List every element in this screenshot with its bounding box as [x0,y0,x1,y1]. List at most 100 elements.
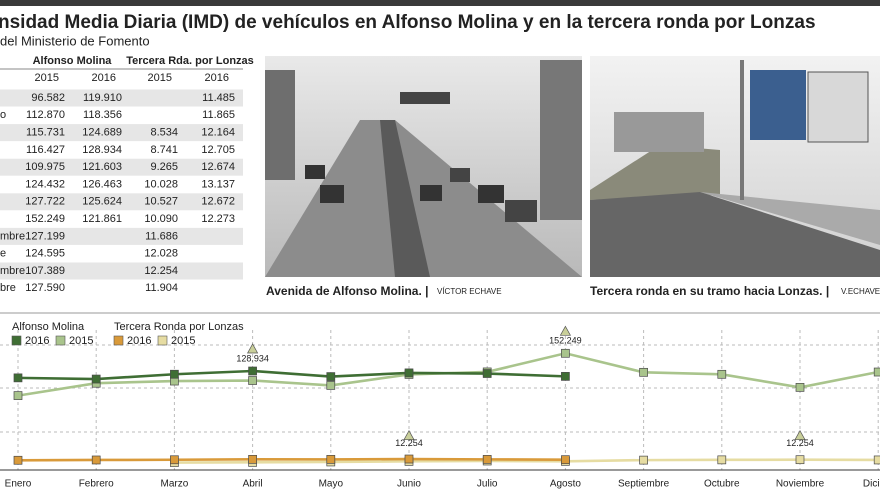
table-cell: 128.934 [82,144,122,156]
annotation-marker [247,343,259,354]
data-point [717,455,727,465]
legend-label: 2015 [69,335,93,347]
data-point [561,348,570,358]
data-table: Alfonso Molina Tercera Rda. por Lonzas 201… [0,55,254,294]
data-point [170,455,179,465]
data-point [170,369,179,379]
top-rule [0,0,880,6]
data-point [91,374,101,384]
series-line [174,458,879,464]
legend-label: 2015 [171,335,195,347]
table-cell: 125.624 [82,196,122,208]
data-point [248,454,257,464]
table-cell: 127.590 [25,282,65,294]
table-cell: 119.910 [83,92,122,104]
table-group-header: Alfonso Molina [33,55,113,67]
data-point [795,383,805,392]
data-point [873,367,880,377]
data-point [717,369,727,379]
table-cell: 124.432 [25,178,65,190]
legend-swatch [113,335,124,346]
data-point [404,368,414,378]
table-cell: 12.028 [144,248,178,260]
subtitle: del Ministerio de Fomento [0,33,150,48]
photo-caption: Tercera ronda en su tramo hacia Lonzas. … [590,284,829,298]
data-point [873,455,880,465]
table-cell: 12.672 [201,196,235,208]
x-tick-label: Enero [5,479,32,490]
data-point [13,391,23,400]
data-point [795,455,805,465]
annotation-marker [794,429,806,441]
x-tick-label: Abril [243,479,263,490]
table-cell: 8.534 [150,127,178,139]
data-point [326,372,336,381]
annotation-label: 12.254 [786,438,814,448]
table-cell: 127.199 [25,230,65,242]
data-point [13,455,23,465]
table-year: 2015 [35,72,59,84]
table-cell: 9.265 [150,161,178,173]
table-row-label: bre [0,282,16,294]
title: nsidad Media Diaria (IMD) de vehículos e… [0,12,816,33]
table-cell: 11.686 [145,230,178,242]
legend-label: 2016 [25,335,49,347]
table-cell: 10.028 [144,178,178,190]
table-cell: 11.485 [202,92,235,104]
photo-1 [265,56,582,277]
legend-label: 2016 [127,335,151,347]
annotation-label: 128.934 [236,353,269,363]
x-tick-label: Noviembre [776,479,825,490]
x-tick-label: Junio [397,479,421,490]
table-cell: 96.582 [31,92,65,104]
data-point [13,373,23,383]
series-line [17,457,566,462]
data-point [561,372,570,381]
data-point [482,369,492,378]
table-cell: 12.705 [201,144,235,156]
table-row-label: o [0,109,6,121]
photo-credit: V.ECHAVE [841,287,880,296]
data-point [326,381,336,390]
table-cell: 109.975 [25,161,65,173]
table-cell: 13.137 [201,178,235,190]
x-tick-label: Febrero [79,479,114,490]
legend-group: Alfonso Molina [12,321,85,333]
data-point [248,366,257,376]
table-cell: 127.722 [25,196,65,208]
table-cell: 116.427 [26,144,65,156]
line-chart: Enero Febrero Marzo Abril Mayo Junio Julio Agos… [0,312,880,490]
table-cell: 152.249 [25,213,65,225]
legend-swatch [55,335,66,346]
annotation-label: 12.254 [395,438,423,448]
legend-group: Tercera Ronda por Lonzas [114,321,244,333]
photo-caption: Avenida de Alfonso Molina. | [266,284,428,298]
legend-swatch [11,335,22,346]
annotation-marker [559,325,571,336]
table-cell: 8.741 [150,144,178,156]
photo-credit: VÍCTOR ECHAVE [437,287,502,296]
table-row-band [0,124,243,142]
table-cell: 121.861 [82,213,122,225]
table-row-band [0,262,243,280]
table-cell: 10.527 [144,196,178,208]
table-row-band [0,158,243,176]
table-row-band [0,227,243,245]
x-tick-label: Octubre [704,479,740,490]
photo-2 [590,56,880,277]
table-row-label: mbre [0,230,25,242]
data-point [404,454,414,464]
table-cell: 121.603 [82,161,122,173]
data-point [482,455,492,464]
table-cell: 12.273 [201,213,235,225]
x-tick-label: Agosto [550,479,582,490]
data-point [326,455,336,464]
series-line [17,369,566,381]
x-tick-label: Julio [477,479,498,490]
table-year: 2016 [205,72,229,84]
x-tick-label: Mayo [319,479,344,490]
table-cell: 11.865 [202,109,235,121]
table-cell: 118.356 [83,109,122,121]
table-cell: 107.389 [25,265,65,277]
